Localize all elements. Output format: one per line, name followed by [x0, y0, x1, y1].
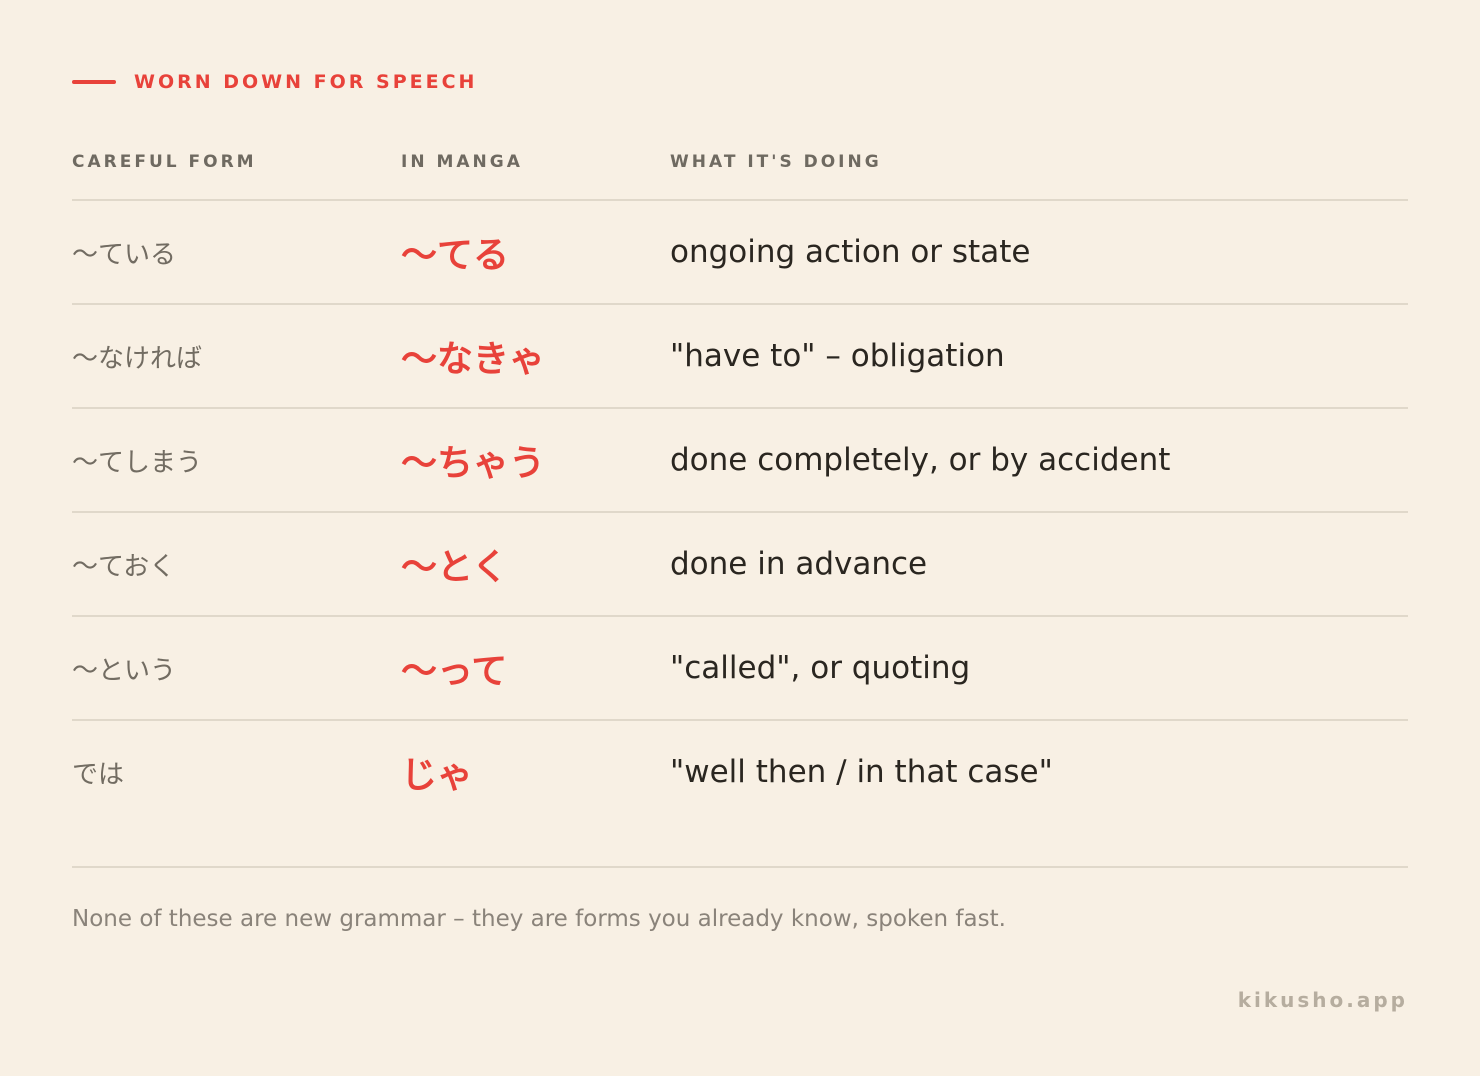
careful-form-cell: 〜という: [72, 655, 177, 686]
table-row: 〜ておく 〜とく done in advance: [72, 513, 1408, 617]
careful-form-cell: 〜ておく: [72, 551, 176, 582]
brand-logo-text: kikusho.app: [1237, 988, 1408, 1012]
footer-divider: [72, 866, 1408, 868]
column-headers: CAREFUL FORM IN MANGA WHAT IT'S DOING: [72, 148, 1408, 176]
meaning-cell: "well then / in that case": [670, 754, 1053, 790]
manga-form-cell: 〜とく: [401, 546, 508, 588]
meaning-cell: "have to" – obligation: [670, 338, 1005, 374]
accent-line: [72, 80, 116, 84]
meaning-cell: done completely, or by accident: [670, 442, 1171, 478]
table-row: 〜なければ 〜なきゃ "have to" – obligation: [72, 305, 1408, 409]
manga-form-cell: じゃ: [401, 754, 474, 796]
forms-table: 〜ている 〜てる ongoing action or state 〜なければ 〜…: [72, 199, 1408, 823]
manga-form-cell: 〜って: [401, 650, 508, 692]
meaning-cell: done in advance: [670, 546, 928, 582]
column-header-careful-form: CAREFUL FORM: [72, 152, 257, 172]
table-row: 〜ている 〜てる ongoing action or state: [72, 201, 1408, 305]
footnote: None of these are new grammar – they are…: [72, 906, 1006, 932]
meaning-cell: "called", or quoting: [670, 650, 971, 686]
section-header: WORN DOWN FOR SPEECH: [72, 68, 477, 96]
manga-form-cell: 〜なきゃ: [401, 338, 546, 380]
careful-form-cell: では: [72, 759, 125, 790]
manga-form-cell: 〜ちゃう: [401, 442, 546, 484]
table-row: 〜てしまう 〜ちゃう done completely, or by accide…: [72, 409, 1408, 513]
column-header-what-its-doing: WHAT IT'S DOING: [670, 152, 882, 172]
careful-form-cell: 〜てしまう: [72, 447, 203, 478]
table-row: では じゃ "well then / in that case": [72, 721, 1408, 823]
meaning-cell: ongoing action or state: [670, 234, 1031, 270]
table-row: 〜という 〜って "called", or quoting: [72, 617, 1408, 721]
column-header-in-manga: IN MANGA: [401, 152, 523, 172]
careful-form-cell: 〜ている: [72, 239, 177, 270]
manga-form-cell: 〜てる: [401, 234, 510, 276]
careful-form-cell: 〜なければ: [72, 343, 203, 374]
section-title: WORN DOWN FOR SPEECH: [134, 71, 478, 93]
